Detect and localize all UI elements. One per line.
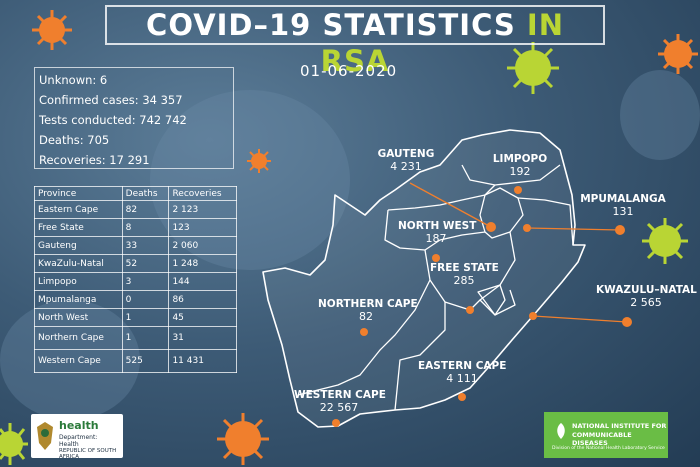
eastern-cape-marker bbox=[458, 393, 466, 401]
province-name: EASTERN CAPE bbox=[418, 360, 507, 372]
cell: Northern Cape bbox=[34, 326, 123, 350]
cell: 525 bbox=[121, 349, 170, 373]
province-border bbox=[477, 284, 506, 316]
green-virus-icon bbox=[0, 423, 28, 465]
nicd-line1: NATIONAL INSTITUTE FOR bbox=[572, 422, 667, 430]
province-border bbox=[517, 197, 574, 246]
table-row: Limpopo 3 144 bbox=[34, 272, 237, 291]
province-cases: 192 bbox=[509, 165, 531, 178]
free-state-marker bbox=[466, 306, 474, 314]
health-dept: Department: bbox=[59, 434, 98, 441]
northern-cape-marker bbox=[360, 328, 368, 336]
province-border bbox=[394, 302, 446, 411]
background-virus-blob bbox=[620, 70, 700, 160]
province-name: NORTH WEST bbox=[398, 220, 477, 232]
northern-cape-label: NORTHERN CAPE 82 bbox=[318, 298, 418, 323]
western-cape-label: WESTERN CAPE 22 567 bbox=[294, 389, 386, 414]
green-virus-icon bbox=[507, 42, 559, 94]
kzn-label: KWAZULU–NATAL 2 565 bbox=[596, 284, 697, 309]
health-dept-name: Health bbox=[59, 441, 79, 448]
province-cases: 22 567 bbox=[319, 401, 359, 414]
green-virus-icon bbox=[642, 218, 688, 264]
cell: 2 060 bbox=[168, 236, 237, 255]
nicd-line2: COMMUNICABLE DISEASES bbox=[572, 431, 632, 447]
province-cases: 2 565 bbox=[630, 296, 662, 309]
recoveries-count: Recoveries: 17 291 bbox=[39, 153, 150, 167]
gauteng-marker bbox=[486, 222, 496, 232]
province-name: WESTERN CAPE bbox=[294, 389, 386, 401]
western-cape-marker bbox=[332, 419, 340, 427]
province-name: NORTHERN CAPE bbox=[318, 298, 418, 310]
coat-of-arms-icon bbox=[37, 422, 53, 450]
report-date: 01-06-2020 bbox=[300, 62, 398, 80]
province-name: GAUTENG bbox=[377, 148, 435, 160]
country-outline bbox=[262, 129, 586, 428]
province-border bbox=[387, 184, 496, 211]
orange-virus-icon bbox=[217, 413, 269, 465]
table-row: Eastern Cape 82 2 123 bbox=[34, 200, 237, 219]
province-cases: 4 231 bbox=[390, 160, 422, 173]
province-cases: 285 bbox=[453, 274, 475, 287]
nicd-logo: NATIONAL INSTITUTE FOR COMMUNICABLE DISE… bbox=[544, 412, 668, 458]
limpopo-marker bbox=[514, 186, 522, 194]
table-row: KwaZulu-Natal 52 1 248 bbox=[34, 254, 237, 273]
mpumalanga-label: MPUMALANGA 131 bbox=[580, 193, 666, 218]
north-west-marker bbox=[432, 254, 440, 262]
cell: Western Cape bbox=[34, 349, 123, 373]
cell: 2 123 bbox=[168, 200, 237, 219]
free-state-label: FREE STATE 285 bbox=[430, 262, 499, 287]
eastern-cape-label: EASTERN CAPE 4 111 bbox=[418, 360, 506, 385]
table-row: Western Cape 525 11 431 bbox=[34, 349, 237, 373]
unknown-count: Unknown: 6 bbox=[39, 73, 108, 87]
province-cases: 187 bbox=[425, 232, 447, 245]
north-west-label: NORTH WEST 187 bbox=[398, 220, 477, 245]
limpopo-label: LIMPOPO 192 bbox=[490, 153, 550, 178]
mpumalanga-end-marker bbox=[615, 225, 625, 235]
province-name: MPUMALANGA bbox=[580, 193, 666, 205]
health-country: REPUBLIC OF SOUTH AFRICA bbox=[59, 448, 117, 460]
cell: 31 bbox=[168, 326, 237, 350]
province-name: KWAZULU–NATAL bbox=[596, 284, 697, 296]
health-department-logo: health Department: Health REPUBLIC OF SO… bbox=[31, 414, 123, 460]
cell: 11 431 bbox=[168, 349, 237, 373]
health-wordmark: health bbox=[59, 419, 99, 432]
tests-conducted: Tests conducted: 742 742 bbox=[39, 113, 187, 127]
province-name: LIMPOPO bbox=[492, 153, 548, 165]
province-name: FREE STATE bbox=[430, 262, 499, 274]
table-row: Free State 8 123 bbox=[34, 218, 237, 237]
nicd-sub: Division of the National Health Laborato… bbox=[552, 446, 665, 451]
mpumalanga-pointer bbox=[526, 227, 621, 231]
nicd-icon bbox=[557, 423, 565, 439]
kzn-pointer bbox=[532, 315, 628, 323]
table-row: Gauteng 33 2 060 bbox=[34, 236, 237, 255]
orange-virus-icon bbox=[32, 10, 72, 50]
province-border bbox=[461, 164, 561, 186]
summary-box: Unknown: 6 Confirmed cases: 34 357 Tests… bbox=[34, 67, 234, 169]
orange-virus-icon bbox=[658, 34, 698, 74]
table-row: Northern Cape 1 31 bbox=[34, 326, 237, 350]
mpumalanga-marker bbox=[523, 224, 531, 232]
title-main: COVID–19 STATISTICS bbox=[146, 8, 516, 42]
deaths-count: Deaths: 705 bbox=[39, 133, 110, 147]
title-highlight: IN RSA bbox=[320, 8, 564, 78]
gauteng-label: GAUTENG 4 231 bbox=[375, 148, 437, 173]
province-border bbox=[424, 249, 516, 316]
province-border bbox=[297, 279, 431, 396]
orange-virus-icon bbox=[247, 149, 271, 173]
province-cases: 4 111 bbox=[446, 372, 478, 385]
kzn-marker bbox=[529, 312, 537, 320]
province-cases: 131 bbox=[612, 205, 634, 218]
province-table: Province Deaths Recoveries Eastern Cape 8… bbox=[34, 186, 237, 373]
province-border bbox=[479, 231, 516, 301]
gauteng-pointer bbox=[409, 182, 492, 228]
confirmed-cases: Confirmed cases: 34 357 bbox=[39, 93, 183, 107]
page-title: COVID–19 STATISTICS IN RSA bbox=[105, 5, 605, 78]
province-cases: 82 bbox=[359, 310, 373, 323]
kzn-end-marker bbox=[622, 317, 632, 327]
